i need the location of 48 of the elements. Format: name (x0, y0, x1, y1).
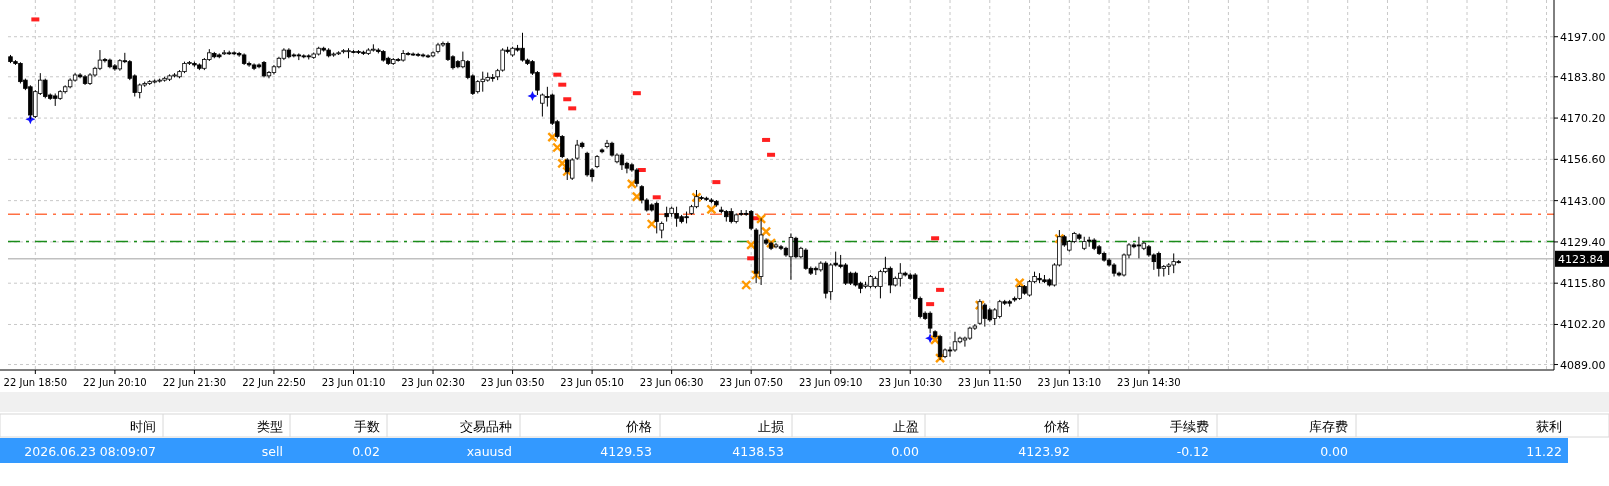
point (626, 178, 638, 190)
y-tick-label: 4197.00 (1560, 30, 1606, 44)
point (527, 90, 538, 101)
point (741, 279, 752, 291)
x-tick-label: 22 Jun 21:30 (162, 377, 227, 388)
y-tick-label: 4170.20 (1560, 112, 1606, 126)
x-tick-label: 23 Jun 13:10 (1037, 377, 1102, 388)
table: 时间 类型 手数 交易品种 价格 止损 止盈 价格 手续费 库存费 获利 2026.06.23 08:09:07 sell 0.02 xauusd 4129.53 4138.53 0.00 4123.92 -0.12 0.00 11.22 (0, 392, 1609, 463)
y-tick-label: 4129.40 (1560, 235, 1606, 249)
x-tick-label: 22 Jun 18:50 (3, 377, 68, 388)
y-tick-label: 4156.60 (1560, 153, 1606, 167)
x-tick-label: 23 Jun 11:50 (958, 377, 1022, 388)
candlestick (977, 298, 983, 326)
point (765, 237, 777, 249)
point (706, 204, 717, 215)
x-tick-label: 23 Jun 03:50 (480, 377, 545, 388)
y-tick-label: 4115.80 (1560, 277, 1606, 291)
point (934, 352, 946, 364)
candlestick (788, 232, 794, 281)
point (974, 299, 986, 311)
point (929, 334, 941, 346)
ref-line-label: 4123.84 (1558, 252, 1604, 266)
candlestick (937, 334, 943, 361)
point (547, 131, 558, 143)
x-tick-label: 23 Jun 02:30 (401, 377, 465, 388)
candlestick (927, 310, 933, 334)
point (691, 192, 702, 203)
x-tick-label: 23 Jun 09:10 (798, 377, 863, 388)
x-tick-label: 23 Jun 05:10 (560, 377, 624, 388)
x-tick-label: 23 Jun 01:10 (321, 377, 386, 388)
x-tick-label: 23 Jun 07:50 (719, 377, 783, 388)
point (646, 218, 657, 230)
point (1014, 277, 1025, 289)
y-tick-label: 4102.20 (1560, 318, 1606, 332)
candlestick (425, 53, 431, 59)
point (760, 226, 772, 237)
x-tick-label: 23 Jun 14:30 (1117, 377, 1181, 388)
point (755, 213, 767, 225)
candlestick (952, 331, 958, 353)
x-tick-label: 23 Jun 10:30 (878, 377, 943, 388)
x-tick-label: 22 Jun 22:50 (242, 377, 306, 388)
point (557, 158, 568, 169)
x-tick-label: 23 Jun 06:30 (639, 377, 704, 388)
y-tick-label: 4143.00 (1560, 194, 1606, 208)
x-tick-label: 22 Jun 20:10 (83, 377, 147, 388)
y-tick-label: 4183.80 (1560, 70, 1606, 84)
y-tick-label: 4089.00 (1560, 358, 1606, 372)
point (750, 269, 762, 281)
